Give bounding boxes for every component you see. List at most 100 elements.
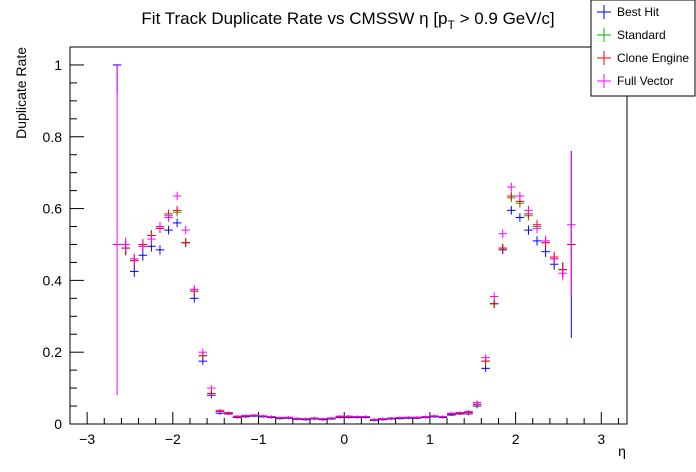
y-tick-label: 1 (54, 57, 62, 73)
data-point (241, 414, 250, 417)
data-point (172, 206, 182, 215)
data-point (164, 225, 173, 235)
data-point (567, 152, 576, 297)
data-point (507, 206, 516, 215)
x-tick-label: 1 (426, 431, 434, 447)
x-tick-label: 0 (340, 431, 348, 447)
data-point (464, 409, 473, 413)
legend-label: Standard (617, 28, 666, 42)
data-point (447, 412, 456, 415)
x-axis-title: η (618, 443, 626, 459)
data-point (344, 415, 353, 418)
data-point (369, 418, 379, 421)
data-point (138, 240, 148, 252)
data-point (181, 225, 190, 235)
data-point (189, 285, 199, 294)
chart-title: Fit Track Duplicate Rate vs CMSSW η [pT … (141, 9, 554, 32)
data-point (172, 218, 182, 228)
data-point (387, 416, 396, 419)
data-point (421, 415, 430, 418)
data-point (121, 237, 130, 252)
data-point (558, 266, 568, 281)
data-point (318, 417, 328, 420)
x-tick-label: −3 (79, 431, 95, 447)
data-point (301, 417, 310, 420)
data-point (335, 415, 345, 418)
data-point (352, 415, 362, 418)
legend-label: Best Hit (617, 5, 660, 19)
legend-item: Best Hit (597, 5, 660, 19)
x-tick-label: 3 (597, 431, 605, 447)
data-point (455, 411, 465, 414)
y-tick-label: 0 (54, 416, 62, 432)
data-point (129, 266, 139, 277)
data-point (378, 417, 388, 420)
legend-box (590, 0, 696, 97)
y-axis: 0 0.2 0.4 0.6 0.8 1 (43, 46, 84, 432)
data-point (292, 417, 302, 420)
data-point (284, 416, 293, 419)
data-point (207, 390, 216, 397)
chart-title-tail: > 0.9 GeV/c] (455, 9, 555, 28)
data-point (198, 348, 208, 356)
data-point (489, 292, 499, 301)
data-point (532, 223, 542, 233)
plot-frame (69, 46, 628, 425)
data-point (224, 411, 233, 414)
data-point (532, 236, 542, 246)
data-point (404, 416, 413, 419)
data-point (155, 245, 165, 255)
data-point (498, 229, 508, 239)
data-point (275, 416, 285, 419)
data-series (112, 64, 576, 422)
y-tick-label: 0.2 (43, 344, 63, 360)
y-tick-label: 0.6 (43, 201, 63, 217)
data-point (327, 416, 336, 419)
chart-title-main: Fit Track Duplicate Rate vs CMSSW η [p (141, 9, 447, 28)
legend-item: Standard (597, 28, 666, 42)
data-point (147, 233, 156, 245)
data-point (515, 213, 525, 222)
data-point (507, 182, 516, 192)
data-point (267, 415, 276, 418)
y-tick-label: 0.8 (43, 129, 63, 145)
data-point (361, 415, 370, 418)
data-point (429, 414, 439, 417)
legend: Best Hit Standard Clone Engine Full Vector (590, 0, 696, 97)
data-point (258, 414, 268, 417)
data-point (249, 413, 259, 417)
data-point (129, 253, 139, 265)
series-full-vector (112, 64, 576, 421)
data-point (541, 235, 550, 247)
data-point (498, 243, 508, 253)
data-point (524, 225, 533, 235)
data-point (472, 400, 482, 405)
data-point (181, 238, 190, 247)
data-point (164, 213, 173, 222)
chart-title-subscript: T (448, 18, 456, 32)
x-tick-label: −1 (251, 431, 267, 447)
y-tick-label: 0.4 (43, 272, 63, 288)
legend-label: Full Vector (617, 74, 674, 88)
data-point (549, 253, 559, 265)
data-point (309, 416, 319, 419)
data-point (507, 191, 516, 201)
x-tick-label: 2 (512, 431, 520, 447)
data-point (412, 416, 422, 419)
data-point (438, 415, 448, 418)
data-point (515, 191, 525, 201)
data-point (395, 416, 405, 419)
data-point (481, 353, 490, 362)
legend-item: Clone Engine (597, 51, 689, 65)
data-point (155, 221, 165, 232)
data-point (481, 364, 490, 372)
data-point (172, 191, 182, 201)
data-point (112, 64, 122, 396)
data-point (215, 408, 225, 412)
data-point (232, 415, 242, 418)
data-point (207, 385, 216, 391)
data-point (524, 205, 533, 216)
legend-label: Clone Engine (617, 51, 689, 65)
